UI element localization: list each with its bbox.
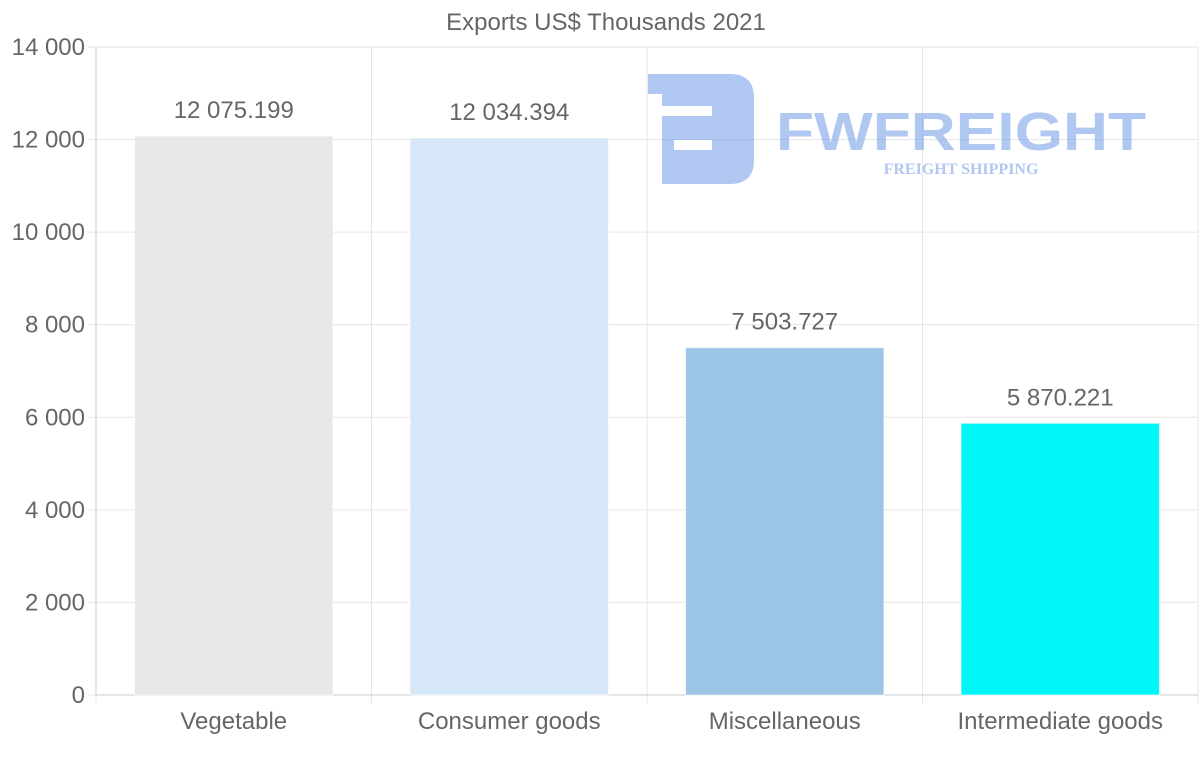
x-tick-label: Consumer goods xyxy=(418,708,601,735)
y-tick-label: 14 000 xyxy=(12,34,85,61)
bar-value-label: 5 870.221 xyxy=(1007,384,1114,411)
bar-value-label: 7 503.727 xyxy=(731,309,838,336)
labels: 12 075.199 Vegetable 12 034.394 Consumer go… xyxy=(174,97,1163,735)
y-tick-label: 10 000 xyxy=(12,219,85,246)
y-tick-label: 6 000 xyxy=(25,404,85,431)
bar[interactable] xyxy=(134,135,334,696)
watermark-tagline: FREIGHT SHIPPING xyxy=(884,161,1039,178)
y-tick-label: 2 000 xyxy=(25,589,85,616)
bar[interactable] xyxy=(960,422,1160,696)
x-tick-label: Vegetable xyxy=(180,708,287,735)
axes: 0 2 000 4 000 6 000 8 000 10 000 12 000 14 000 xyxy=(12,34,1198,709)
watermark-brand: FWFREIGHT xyxy=(776,102,1146,162)
y-tick-label: 0 xyxy=(72,682,85,709)
y-tick-label: 4 000 xyxy=(25,497,85,524)
bar[interactable] xyxy=(685,347,885,696)
x-tick-label: Miscellaneous xyxy=(709,708,861,735)
bar-value-label: 12 075.199 xyxy=(174,97,294,124)
y-tick-label: 8 000 xyxy=(25,312,85,339)
y-tick-label: 12 000 xyxy=(12,127,85,154)
watermark-logo: FWFREIGHT FREIGHT SHIPPING xyxy=(648,74,1146,184)
bar-value-label: 12 034.394 xyxy=(449,99,569,126)
fw-logo-icon xyxy=(648,74,754,184)
bars xyxy=(134,135,1160,696)
bar[interactable] xyxy=(409,137,609,696)
x-tick-label: Intermediate goods xyxy=(958,708,1163,735)
chart-title: Exports US$ Thousands 2021 xyxy=(446,9,766,36)
